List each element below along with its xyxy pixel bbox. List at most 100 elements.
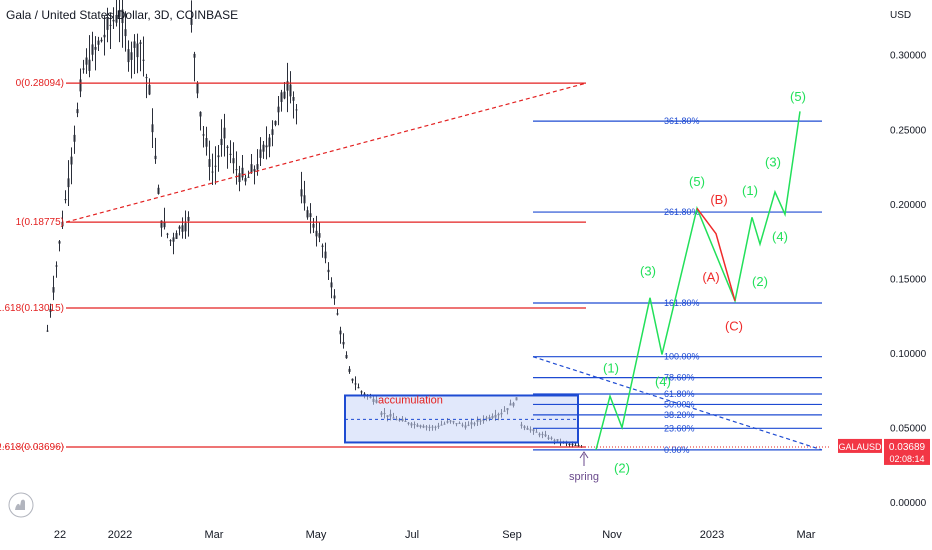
wave-label-green: (2) bbox=[614, 460, 630, 475]
candle-body bbox=[333, 295, 336, 299]
time-tick-label: Mar bbox=[797, 529, 816, 541]
candle-body bbox=[79, 79, 82, 92]
symbol-tag bbox=[838, 438, 882, 453]
candle-body bbox=[577, 445, 580, 447]
candle-body bbox=[253, 169, 256, 172]
candle-body bbox=[238, 173, 241, 183]
candle-body bbox=[202, 134, 205, 136]
candle-body bbox=[268, 137, 271, 147]
fib-extension-label: 161.80% bbox=[664, 298, 700, 308]
wave-label-red: (A) bbox=[702, 269, 719, 284]
candle-body bbox=[112, 19, 115, 22]
candle-body bbox=[277, 106, 280, 113]
candle-body bbox=[211, 171, 214, 173]
candle-body bbox=[223, 127, 226, 139]
candle-body bbox=[145, 77, 148, 79]
candle-body bbox=[318, 233, 321, 238]
time-tick-label: May bbox=[306, 529, 327, 541]
fib-retracement-label: 2.618(0.03696) bbox=[0, 442, 64, 453]
price-axis-unit: USD bbox=[890, 10, 911, 21]
chart-title: Gala / United States Dollar, 3D, COINBAS… bbox=[6, 8, 239, 22]
candle-body bbox=[250, 164, 253, 174]
candle-body bbox=[184, 223, 187, 232]
candle-body bbox=[121, 9, 124, 24]
candle-body bbox=[241, 167, 244, 178]
candle-body bbox=[217, 155, 220, 158]
candle-body bbox=[118, 10, 121, 17]
candle-body bbox=[154, 155, 157, 160]
spring-arrow-head bbox=[579, 451, 589, 459]
time-tick-label: Sep bbox=[502, 529, 522, 541]
spring-label: spring bbox=[569, 471, 599, 483]
candle-body bbox=[360, 391, 363, 393]
fib-extension-label: 261.80% bbox=[664, 207, 700, 217]
candle-body bbox=[85, 57, 88, 65]
candle-body bbox=[103, 34, 106, 38]
candle-body bbox=[312, 223, 315, 228]
candle-body bbox=[49, 308, 52, 312]
candle-body bbox=[199, 111, 202, 117]
price-tick-label: 0.30000 bbox=[890, 51, 927, 62]
fib-retracement-label: 1.618(0.13015) bbox=[0, 303, 64, 314]
price-tick-label: 0.10000 bbox=[890, 349, 927, 360]
wave-label-green: (3) bbox=[765, 155, 781, 170]
candle-body bbox=[289, 84, 292, 97]
price-tag-countdown: 02:08:14 bbox=[889, 454, 924, 464]
candle-body bbox=[348, 368, 351, 372]
candle-body bbox=[166, 233, 169, 235]
tradingview-logo-icon bbox=[8, 492, 34, 518]
candle-body bbox=[151, 124, 154, 133]
candle-body bbox=[160, 220, 163, 228]
candle-body bbox=[109, 24, 112, 26]
candle-body bbox=[306, 210, 309, 218]
candle-body bbox=[568, 443, 571, 445]
time-tick-label: Jul bbox=[405, 529, 419, 541]
wave-label-green: (2) bbox=[752, 274, 768, 289]
candle-body bbox=[327, 269, 330, 273]
candle-body bbox=[52, 287, 55, 293]
candle-body bbox=[106, 16, 109, 30]
candle-body bbox=[247, 176, 250, 178]
candle-body bbox=[244, 178, 247, 182]
fib-extension-label: 361.80% bbox=[664, 116, 700, 126]
candle-body bbox=[169, 240, 172, 242]
candle-body bbox=[226, 146, 229, 148]
fib-extension-label: 0.00% bbox=[664, 445, 690, 455]
candle-body bbox=[58, 241, 61, 244]
fib-extension-label: 78.60% bbox=[664, 373, 695, 383]
candle-body bbox=[193, 53, 196, 58]
candle-body bbox=[88, 59, 91, 71]
candle-body bbox=[133, 41, 136, 48]
fib-retracement-label: 0(0.28094) bbox=[16, 78, 64, 89]
wave-label-red: (B) bbox=[710, 192, 727, 207]
candle-body bbox=[175, 233, 178, 239]
candle-body bbox=[190, 18, 193, 25]
candle-body bbox=[124, 29, 127, 37]
extension-dashed-line bbox=[532, 356, 823, 451]
candle-body bbox=[303, 195, 306, 204]
fib-extension-label: 38.20% bbox=[664, 410, 695, 420]
candle-body bbox=[574, 445, 577, 447]
time-tick-label: 2023 bbox=[700, 529, 724, 541]
candle-body bbox=[214, 165, 217, 167]
wave-projection-path bbox=[595, 111, 801, 451]
candle-body bbox=[70, 156, 73, 165]
candle-body bbox=[351, 378, 354, 381]
candle-body bbox=[259, 149, 262, 158]
candle-body bbox=[100, 39, 103, 42]
correction-projection-path bbox=[696, 207, 736, 301]
symbol-tag-label: GALAUSD bbox=[838, 442, 882, 452]
candle-body bbox=[67, 178, 70, 188]
price-tag bbox=[884, 438, 930, 465]
candle-body bbox=[357, 387, 360, 389]
candle-body bbox=[363, 393, 366, 395]
candle-body bbox=[82, 68, 85, 70]
time-tick-label: Mar bbox=[205, 529, 224, 541]
candle-body bbox=[256, 164, 259, 170]
candle-body bbox=[286, 81, 289, 91]
candle-body bbox=[283, 91, 286, 99]
candle-body bbox=[46, 330, 49, 332]
candle-body bbox=[342, 341, 345, 345]
